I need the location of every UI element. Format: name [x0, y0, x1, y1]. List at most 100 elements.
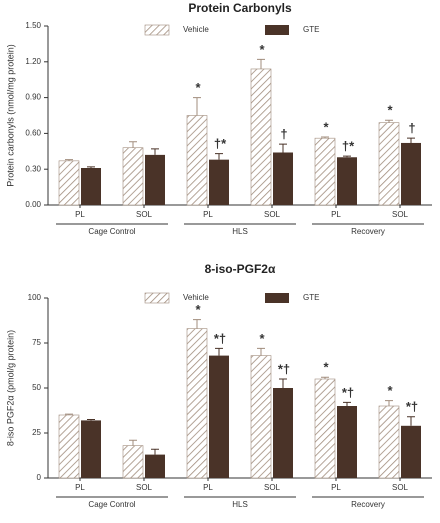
error-bar: [321, 136, 329, 139]
y-tick-label: 0.90: [25, 93, 41, 102]
y-tick-label: 0.30: [25, 164, 41, 173]
error-bar: [343, 401, 351, 406]
bar: [186, 115, 208, 206]
bar: [81, 420, 101, 478]
bar: [250, 355, 272, 479]
legend-label: GTE: [303, 25, 319, 34]
bar: [58, 414, 80, 479]
error-bar: [343, 155, 351, 158]
y-tick-label: 50: [32, 383, 41, 392]
bar: [145, 154, 165, 205]
error-bar: [65, 159, 73, 161]
bar: [209, 355, 229, 478]
annotation: *: [259, 331, 265, 346]
annotation: *: [323, 119, 329, 134]
bar: [314, 378, 336, 479]
y-tick-label: 1.20: [25, 57, 41, 66]
x-tick-label: PL: [331, 210, 341, 219]
legend-label: Vehicle: [183, 293, 209, 302]
error-bar: [407, 137, 415, 143]
group-label: Recovery: [351, 500, 385, 509]
bar: [122, 445, 144, 479]
error-bar: [87, 166, 95, 169]
y-tick-label: 0.00: [25, 200, 41, 209]
x-tick-label: SOL: [392, 210, 409, 219]
annotation: †: [408, 121, 415, 136]
error-bar: [321, 376, 329, 379]
bar: [401, 142, 421, 205]
bar: [81, 168, 101, 205]
annotation: *: [195, 302, 201, 317]
annotation: *†: [342, 385, 354, 400]
legend-label: GTE: [303, 293, 319, 302]
bar: [145, 454, 165, 478]
bar: [209, 159, 229, 205]
y-tick-label: 25: [32, 428, 41, 437]
bar: [401, 425, 421, 478]
y-tick-label: 75: [32, 338, 41, 347]
y-tick-label: 0: [37, 473, 42, 482]
legend-swatch: [265, 293, 289, 303]
bar: [337, 406, 357, 478]
legend-swatch: [144, 292, 170, 304]
annotation: *: [195, 80, 201, 95]
legend-label: Vehicle: [183, 25, 209, 34]
group-label: Recovery: [351, 227, 385, 236]
bar: [273, 388, 293, 478]
annotation: *: [387, 383, 393, 398]
group-label: Cage Control: [88, 500, 135, 509]
error-bar: [87, 419, 95, 421]
x-tick-label: PL: [75, 483, 85, 492]
bar: [186, 328, 208, 479]
legend-swatch: [265, 25, 289, 35]
chart-title: 8-iso-PGF2α: [205, 262, 276, 276]
annotation: *: [323, 360, 329, 375]
group-label: Cage Control: [88, 227, 135, 236]
y-tick-label: 100: [28, 293, 42, 302]
legend-swatch: [144, 24, 170, 36]
group-label: HLS: [232, 500, 248, 509]
error-bar: [129, 141, 137, 148]
error-bar: [215, 153, 223, 160]
x-tick-label: SOL: [264, 210, 281, 219]
error-bar: [215, 347, 223, 356]
bar: [58, 160, 80, 206]
bar: [250, 68, 272, 206]
annotation: †*: [342, 139, 355, 154]
x-tick-label: SOL: [264, 483, 281, 492]
x-tick-label: SOL: [136, 210, 153, 219]
chart-title: Protein Carbonyls: [188, 1, 292, 15]
annotation: †: [280, 127, 287, 142]
bar: [337, 157, 357, 205]
error-bar: [257, 58, 265, 69]
x-tick-label: PL: [331, 483, 341, 492]
error-bar: [279, 143, 287, 153]
bar: [378, 405, 400, 479]
annotation: *†: [406, 399, 418, 414]
y-axis-label: Protein carbonyls (nmol/mg protein): [5, 44, 15, 187]
error-bar: [407, 416, 415, 426]
y-tick-label: 0.60: [25, 129, 41, 138]
bar: [273, 152, 293, 205]
error-bar: [385, 400, 393, 406]
annotation: *†: [214, 331, 226, 346]
x-tick-label: PL: [203, 483, 213, 492]
error-bar: [129, 439, 137, 446]
bar: [314, 137, 336, 206]
error-bar: [151, 148, 159, 155]
y-tick-label: 1.50: [25, 21, 41, 30]
bar: [122, 147, 144, 206]
y-axis-label: 8-iso PGF2α (pmol/g protein): [5, 330, 15, 446]
bar: [378, 122, 400, 206]
error-bar: [193, 319, 201, 329]
error-bar: [279, 378, 287, 388]
annotation: †*: [214, 136, 227, 151]
error-bar: [385, 119, 393, 123]
annotation: *: [387, 103, 393, 118]
error-bar: [257, 347, 265, 356]
x-tick-label: PL: [75, 210, 85, 219]
annotation: *: [259, 42, 265, 57]
error-bar: [65, 413, 73, 415]
x-tick-label: SOL: [136, 483, 153, 492]
